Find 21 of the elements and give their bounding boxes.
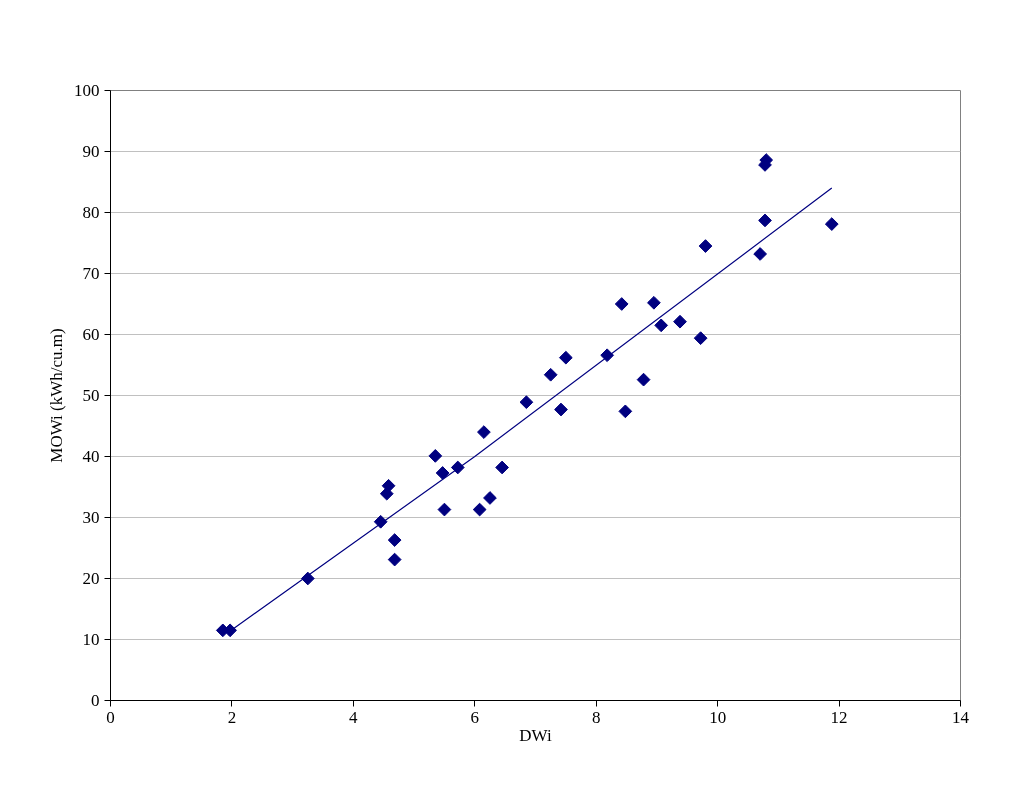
y-tick-label: 60: [82, 325, 100, 344]
x-tick-label: 6: [470, 707, 480, 727]
x-tick-label: 12: [830, 707, 848, 727]
x-tick-label: 8: [591, 707, 601, 727]
y-tick-label: 30: [82, 508, 100, 527]
x-tick-label: 4: [349, 707, 359, 727]
y-tick-label: 90: [82, 142, 100, 161]
y-tick-label: 20: [82, 569, 100, 588]
y-tick-label: 70: [82, 264, 100, 283]
x-tick-label: 14: [952, 707, 970, 727]
y-axis-title: MOWi (kWh/cu.m): [47, 328, 66, 463]
x-tick-label: 2: [227, 707, 237, 727]
y-tick-label: 40: [82, 447, 100, 466]
x-tick-label: 10: [709, 707, 727, 727]
y-tick-label: 10: [82, 630, 100, 649]
y-tick-label: 100: [74, 81, 100, 100]
y-tick-label: 0: [91, 691, 100, 710]
y-tick-label: 80: [82, 203, 100, 222]
x-tick-label: 0: [106, 707, 115, 727]
x-axis-title: DWi: [519, 725, 552, 745]
y-tick-label: 50: [82, 386, 100, 405]
